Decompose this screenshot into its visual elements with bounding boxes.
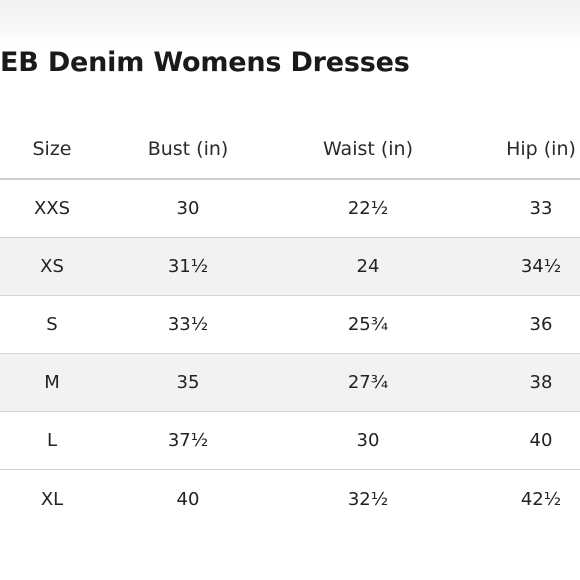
cell-hip: 33	[529, 198, 553, 219]
table-row: M 35 27¾ 38	[0, 354, 580, 412]
cell-hip: 34½	[520, 256, 562, 277]
header-hip: Hip (in)	[506, 138, 576, 160]
cell-bust: 35	[176, 372, 200, 393]
top-fade-band	[0, 0, 580, 48]
cell-size: L	[46, 430, 58, 451]
cell-size: XL	[40, 488, 64, 510]
cell-bust: 40	[176, 488, 200, 510]
cell-waist: 25¾	[347, 314, 389, 335]
cell-size: M	[44, 372, 60, 393]
cell-size: S	[46, 314, 58, 335]
cell-size: XXS	[33, 198, 71, 219]
table-row: XL 40 32½ 42½	[0, 470, 580, 528]
table-row: XS 31½ 24 34½	[0, 238, 580, 296]
header-size: Size	[32, 138, 72, 160]
cell-bust: 31½	[167, 256, 209, 277]
cell-hip: 40	[529, 430, 553, 451]
cell-waist: 24	[356, 256, 380, 277]
cell-hip: 42½	[520, 488, 562, 510]
page-title: EB Denim Womens Dresses	[0, 47, 410, 78]
cell-hip: 38	[529, 372, 553, 393]
cell-waist: 32½	[347, 488, 389, 510]
table-row: XXS 30 22½ 33	[0, 180, 580, 238]
table-row: S 33½ 25¾ 36	[0, 296, 580, 354]
cell-bust: 33½	[167, 314, 209, 335]
size-chart-table: Size Bust (in) Waist (in) Hip (in) XXS 3…	[0, 120, 580, 528]
cell-bust: 30	[176, 198, 200, 219]
header-bust: Bust (in)	[147, 138, 229, 160]
header-waist: Waist (in)	[322, 138, 414, 160]
cell-bust: 37½	[167, 430, 209, 451]
table-row: L 37½ 30 40	[0, 412, 580, 470]
cell-hip: 36	[529, 314, 553, 335]
cell-waist: 30	[356, 430, 380, 451]
table-header-row: Size Bust (in) Waist (in) Hip (in)	[0, 120, 580, 180]
cell-waist: 27¾	[347, 372, 389, 393]
cell-waist: 22½	[347, 198, 389, 219]
cell-size: XS	[40, 256, 64, 277]
